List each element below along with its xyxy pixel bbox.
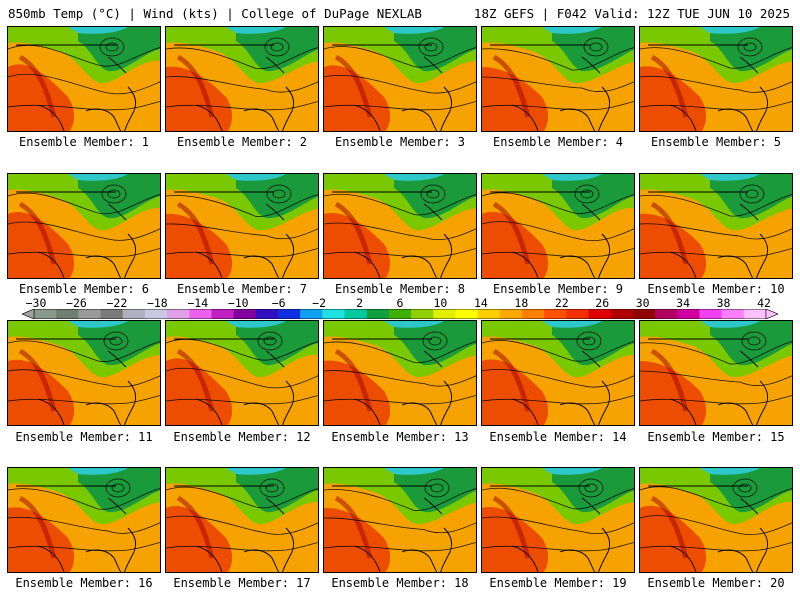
colorbar-tick-label: 2 (356, 296, 364, 310)
colorbar-swatch (455, 309, 479, 319)
colorbar-swatch (144, 309, 168, 319)
ensemble-map-panel (481, 173, 635, 279)
colorbar-swatch (122, 309, 146, 319)
ensemble-map-panel (323, 173, 477, 279)
ensemble-map-panel (165, 467, 319, 573)
ensemble-member-caption: Ensemble Member: 9 (492, 282, 624, 296)
colorbar-swatch (699, 309, 723, 319)
ensemble-member-caption: Ensemble Member: 10 (647, 282, 785, 296)
ensemble-member-caption: Ensemble Member: 18 (331, 576, 469, 590)
ensemble-member-caption: Ensemble Member: 6 (18, 282, 150, 296)
colorbar-swatch (34, 309, 57, 319)
colorbar-swatch (677, 309, 700, 319)
colorbar-swatch (411, 309, 434, 319)
colorbar-tick-label: 18 (514, 296, 529, 310)
colorbar-tick-label: −22 (106, 296, 128, 310)
model-run-info: 18Z GEFS | F042 Valid: 12Z TUE JUN 10 20… (473, 6, 790, 21)
colorbar-swatch (588, 309, 612, 319)
ensemble-map-panel (639, 173, 793, 279)
colorbar-swatch (544, 309, 567, 319)
colorbar-swatch (477, 309, 501, 319)
ensemble-map-panel (165, 320, 319, 426)
colorbar-tick-label: −6 (271, 296, 286, 310)
colorbar-swatch (632, 309, 656, 319)
ensemble-member-caption: Ensemble Member: 3 (334, 135, 466, 149)
colorbar-tick-label: −10 (227, 296, 249, 310)
colorbar-swatch (211, 309, 235, 319)
colorbar-tick-label: 6 (396, 296, 404, 310)
ensemble-map-panel (639, 320, 793, 426)
ensemble-map-panel (323, 467, 477, 573)
map-title: 850mb Temp (°C) | Wind (kts) | College o… (8, 6, 422, 21)
colorbar-swatch (278, 309, 301, 319)
colorbar-swatch (499, 309, 523, 319)
colorbar-swatch (344, 309, 368, 319)
ensemble-member-caption: Ensemble Member: 15 (647, 430, 785, 444)
colorbar-tick-label: −14 (187, 296, 209, 310)
ensemble-map-panel (481, 26, 635, 132)
colorbar-swatch (522, 309, 545, 319)
colorbar-swatch (743, 309, 766, 319)
ensemble-map-panel (7, 467, 161, 573)
ensemble-map-panel (639, 26, 793, 132)
temperature-colorbar (34, 309, 766, 319)
colorbar-tick-label: −26 (66, 296, 87, 310)
colorbar-swatch (100, 309, 124, 319)
colorbar-left-arrow (22, 309, 34, 319)
colorbar-swatch (655, 309, 678, 319)
ensemble-map-panel (7, 320, 161, 426)
ensemble-member-caption: Ensemble Member: 4 (492, 135, 624, 149)
colorbar-right-arrow (766, 309, 778, 319)
colorbar-swatch (566, 309, 589, 319)
ensemble-member-caption: Ensemble Member: 7 (176, 282, 308, 296)
colorbar-swatch (322, 309, 345, 319)
colorbar-swatch (366, 309, 390, 319)
ensemble-map-panel (323, 26, 477, 132)
colorbar-swatch (610, 309, 634, 319)
colorbar-swatch (721, 309, 745, 319)
colorbar-swatch (78, 309, 101, 319)
ensemble-member-caption: Ensemble Member: 20 (647, 576, 785, 590)
colorbar-swatch (189, 309, 212, 319)
ensemble-map-panel (481, 467, 635, 573)
colorbar-tick-label: 26 (595, 296, 610, 310)
ensemble-member-caption: Ensemble Member: 16 (15, 576, 153, 590)
colorbar-tick-label: 14 (473, 296, 488, 310)
ensemble-map-panel (481, 320, 635, 426)
ensemble-member-caption: Ensemble Member: 19 (489, 576, 627, 590)
ensemble-map-panel (7, 173, 161, 279)
colorbar-swatch (255, 309, 279, 319)
colorbar-swatch (388, 309, 412, 319)
ensemble-member-caption: Ensemble Member: 11 (15, 430, 153, 444)
colorbar-swatch (433, 309, 456, 319)
ensemble-map-panel (323, 320, 477, 426)
colorbar-tick-label: 38 (716, 296, 731, 310)
colorbar-tick-label: 34 (676, 296, 691, 310)
ensemble-map-panel (165, 26, 319, 132)
colorbar-tick-label: −2 (312, 296, 327, 310)
ensemble-member-caption: Ensemble Member: 2 (176, 135, 308, 149)
ensemble-member-caption: Ensemble Member: 14 (489, 430, 627, 444)
colorbar-tick-label: −30 (25, 296, 47, 310)
colorbar-tick-label: 42 (757, 296, 771, 310)
colorbar-tick-label: 22 (554, 296, 569, 310)
colorbar-tick-label: 30 (635, 296, 650, 310)
ensemble-member-caption: Ensemble Member: 1 (18, 135, 150, 149)
ensemble-member-caption: Ensemble Member: 5 (650, 135, 782, 149)
colorbar-swatch (56, 309, 79, 319)
ensemble-member-caption: Ensemble Member: 13 (331, 430, 469, 444)
colorbar-tick-label: 10 (433, 296, 448, 310)
ensemble-member-caption: Ensemble Member: 17 (173, 576, 311, 590)
colorbar-swatch (233, 309, 257, 319)
ensemble-map-panel (639, 467, 793, 573)
colorbar-swatch (167, 309, 190, 319)
colorbar-tick-label: −18 (146, 296, 168, 310)
ensemble-member-caption: Ensemble Member: 12 (173, 430, 311, 444)
ensemble-member-caption: Ensemble Member: 8 (334, 282, 466, 296)
ensemble-map-panel (165, 173, 319, 279)
ensemble-map-panel (7, 26, 161, 132)
colorbar-swatch (300, 309, 323, 319)
